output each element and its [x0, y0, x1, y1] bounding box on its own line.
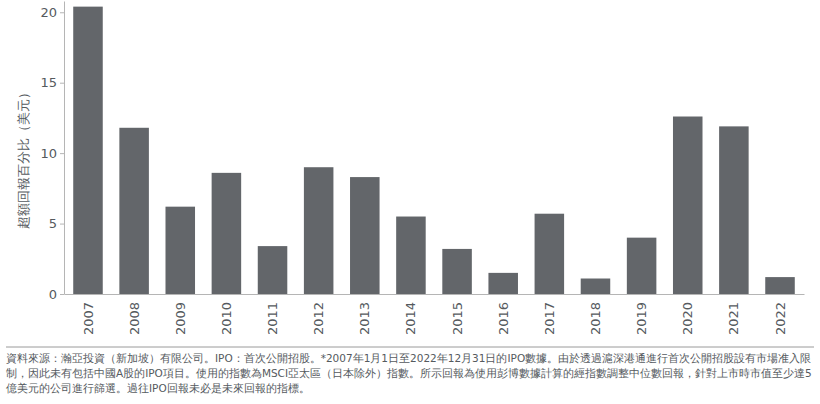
y-tick-label: 5 [49, 216, 57, 231]
bar [396, 217, 426, 294]
y-tick: 10 [40, 146, 64, 161]
y-tick-mark [60, 153, 64, 154]
x-tick: 2011 [265, 294, 280, 335]
bar [258, 246, 288, 294]
x-tick-label: 2021 [726, 302, 741, 335]
x-tick-label: 2017 [542, 302, 557, 335]
x-axis-line [65, 294, 805, 295]
x-tick: 2017 [542, 294, 557, 335]
x-tick: 2021 [726, 294, 741, 335]
x-tick-label: 2010 [219, 302, 234, 335]
y-tick-mark [60, 12, 64, 13]
y-axis: 0 5 10 15 20 [40, 2, 64, 302]
bar [304, 167, 334, 294]
bar [442, 249, 472, 294]
y-tick-label: 10 [40, 146, 57, 161]
x-tick: 2010 [219, 294, 234, 335]
x-tick-label: 2018 [588, 302, 603, 335]
y-axis-title: 超額回報百分比（美元） [16, 86, 31, 229]
y-tick: 20 [40, 5, 64, 20]
x-axis: 2007 2008 2009 2010 2011 2012 2013 2014 2015 2016… [65, 294, 805, 335]
footnote: 資料來源：瀚亞投資（新加坡）有限公司。IPO：首次公開招股。*2007年1月1日… [6, 351, 814, 396]
x-tick-label: 2007 [81, 302, 96, 335]
bar [212, 173, 242, 294]
x-tick-label: 2019 [634, 302, 649, 335]
x-tick: 2022 [773, 294, 788, 335]
y-tick: 15 [40, 75, 64, 90]
y-axis-line [64, 2, 65, 295]
x-tick: 2014 [403, 294, 418, 335]
bar [765, 277, 795, 294]
y-tick-mark [60, 83, 64, 84]
bar [119, 128, 149, 294]
y-tick-label: 0 [49, 287, 57, 302]
y-tick-label: 15 [40, 75, 57, 90]
bars [73, 7, 795, 294]
y-tick-mark [60, 294, 64, 295]
x-tick-label: 2016 [496, 302, 511, 335]
x-tick-label: 2014 [403, 302, 418, 335]
x-tick: 2009 [173, 294, 188, 335]
y-tick-mark [60, 224, 64, 225]
bar [535, 214, 565, 294]
separator [6, 347, 814, 348]
x-tick-label: 2022 [773, 302, 788, 335]
x-tick: 2008 [127, 294, 142, 335]
bar [165, 207, 195, 294]
y-tick-label: 20 [40, 5, 57, 20]
bar [627, 238, 657, 294]
x-tick-label: 2013 [357, 302, 372, 335]
y-tick: 5 [49, 216, 64, 231]
x-tick-label: 2009 [173, 302, 188, 335]
bar [673, 117, 703, 294]
x-tick: 2015 [450, 294, 465, 335]
x-tick-label: 2012 [311, 302, 326, 335]
x-tick: 2016 [496, 294, 511, 335]
x-tick: 2013 [357, 294, 372, 335]
x-tick: 2018 [588, 294, 603, 335]
chart-svg: 0 5 10 15 20 2007 2008 2009 2010 2011 2012 2013 2014… [0, 0, 820, 404]
x-tick-label: 2020 [680, 302, 695, 335]
bar [719, 126, 749, 294]
x-tick: 2020 [680, 294, 695, 335]
x-tick-label: 2015 [450, 302, 465, 335]
bar [73, 7, 103, 294]
bar [488, 273, 518, 294]
x-tick: 2012 [311, 294, 326, 335]
bar [581, 279, 611, 294]
bar [350, 177, 380, 294]
x-tick-label: 2008 [127, 302, 142, 335]
x-tick: 2019 [634, 294, 649, 335]
x-tick: 2007 [81, 294, 96, 335]
x-tick-label: 2011 [265, 302, 280, 335]
y-tick: 0 [49, 287, 64, 302]
